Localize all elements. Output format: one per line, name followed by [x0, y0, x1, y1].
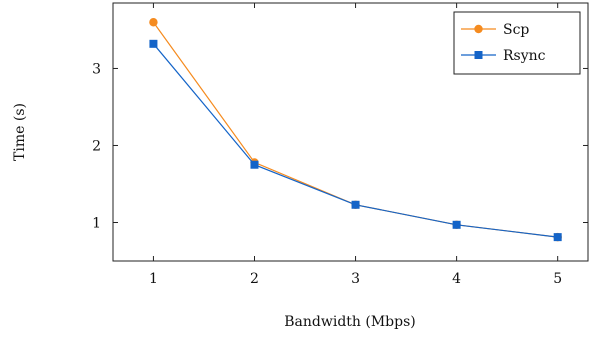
- data-point-rsync: [553, 233, 562, 242]
- legend: Scp Rsync: [453, 11, 581, 75]
- x-tick-label: 5: [553, 271, 562, 287]
- legend-item-scp: Scp: [461, 22, 529, 38]
- y-tick-label: 2: [92, 138, 101, 154]
- series-rsync: [149, 39, 562, 242]
- data-point-rsync: [351, 200, 360, 209]
- legend-marker: [474, 24, 483, 34]
- x-tick-label: 1: [149, 271, 158, 287]
- legend-marker: [474, 51, 483, 59]
- tick-marks: [113, 3, 588, 261]
- legend-item-rsync: Rsync: [461, 48, 546, 64]
- x-tick-label: 3: [351, 271, 360, 287]
- x-tick-label: 4: [452, 271, 461, 287]
- data-point-rsync: [149, 39, 158, 48]
- tick-labels: 1 2 3 4 5 1 2 3: [92, 61, 562, 287]
- x-axis-label: Bandwidth (Mbps): [284, 314, 416, 330]
- y-tick-label: 3: [92, 61, 101, 77]
- y-axis-label: Time (s): [12, 103, 28, 161]
- legend-label: Scp: [503, 22, 529, 38]
- series-group: [149, 18, 562, 242]
- data-point-rsync: [250, 160, 259, 169]
- plot-area-frame: [112, 2, 589, 262]
- data-point-scp: [149, 18, 158, 27]
- y-tick-label: 1: [92, 215, 101, 231]
- x-tick-label: 2: [250, 271, 259, 287]
- legend-box: [453, 11, 581, 75]
- data-point-rsync: [452, 220, 461, 229]
- legend-label: Rsync: [503, 48, 546, 64]
